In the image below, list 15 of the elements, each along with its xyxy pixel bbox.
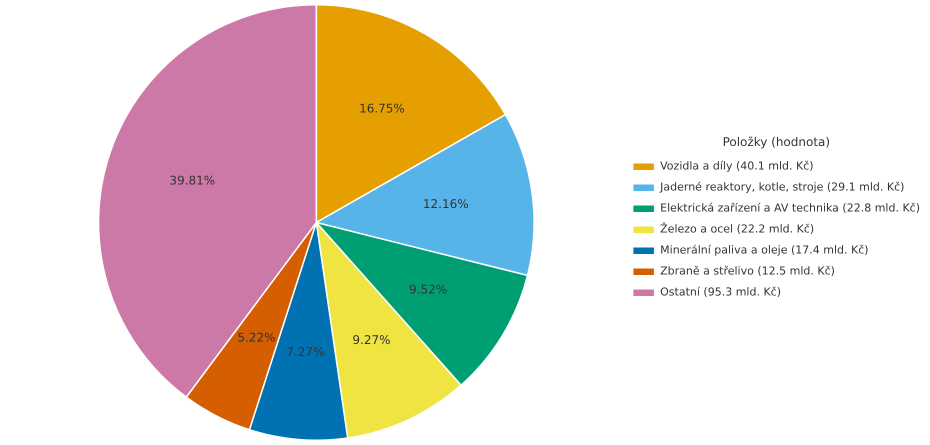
legend-title: Položky (hodnota) [722,134,830,149]
legend-label: Minerální paliva a oleje (17.4 mld. Kč) [660,244,869,257]
legend-label: Ostatní (95.3 mld. Kč) [660,286,782,299]
data-label: 16.75% [359,102,405,116]
data-label: 9.52% [408,282,448,296]
legend-label: Vozidla a díly (40.1 mld. Kč) [660,160,814,173]
data-label: 12.16% [422,196,469,211]
legend-label: Elektrická zařízení a AV technika (22.8 mld. Kč) [660,202,920,215]
legend-label: Jaderné reaktory, kotle, stroje (29.1 mld. Kč) [659,180,904,194]
legend-label: Zbraně a střelivo (12.5 mld. Kč) [660,264,835,278]
data-label: 9.27% [352,333,391,348]
data-label: 5.22% [237,330,276,345]
legend-label: Železo a ocel (22.2 mld. Kč) [660,222,814,236]
data-label: 7.27% [286,344,324,359]
data-label: 39.81% [169,174,216,188]
